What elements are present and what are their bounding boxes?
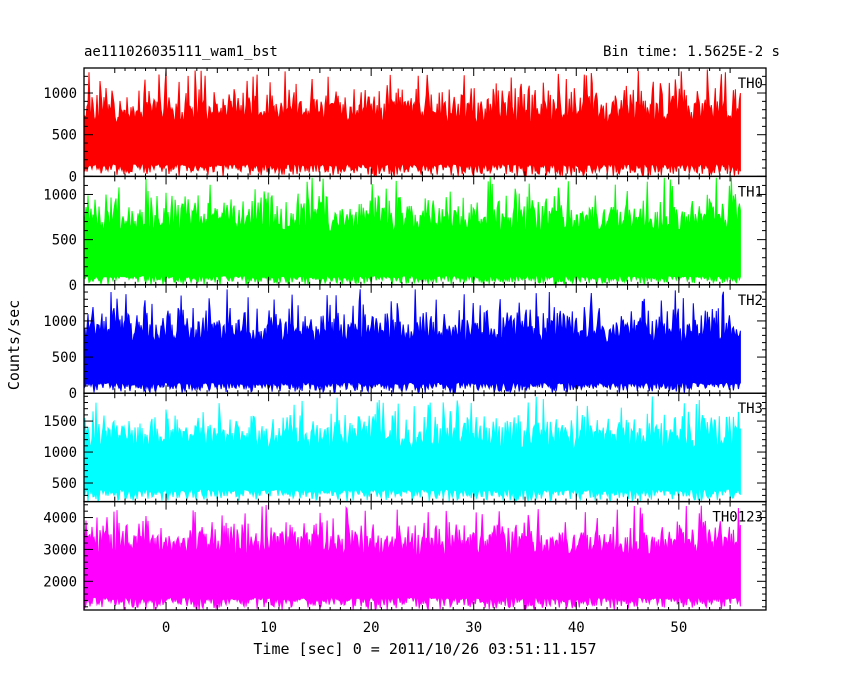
- x-tick-label: 50: [670, 620, 687, 636]
- x-tick-label: 40: [568, 620, 585, 636]
- panel-label-th2: TH2: [738, 293, 763, 309]
- y-tick-label: 500: [52, 128, 77, 144]
- y-tick-label: 500: [52, 233, 77, 249]
- y-tick-label: 500: [52, 476, 77, 492]
- x-tick-label: 30: [465, 620, 482, 636]
- y-tick-label: 1500: [43, 414, 77, 430]
- chart-title: ae111026035111_wam1_bst: [84, 44, 278, 60]
- series-th0: [84, 69, 741, 177]
- y-tick-label: 3000: [43, 542, 77, 558]
- y-tick-label: 1000: [43, 445, 77, 461]
- y-tick-label: 4000: [43, 511, 77, 527]
- y-tick-label: 1000: [43, 187, 77, 203]
- panel-label-th1: TH1: [738, 184, 763, 200]
- y-tick-label: 0: [69, 278, 77, 294]
- series-th0123: [84, 504, 741, 611]
- y-tick-label: 1000: [43, 86, 77, 102]
- series-th2: [84, 289, 741, 394]
- bin-time-label: Bin time: 1.5625E-2 s: [602, 44, 780, 60]
- x-tick-label: 20: [363, 620, 380, 636]
- y-tick-label: 500: [52, 350, 77, 366]
- panel-label-th0: TH0: [738, 76, 763, 92]
- panel-label-th3: TH3: [738, 401, 763, 417]
- y-axis-label: Counts/sec: [5, 300, 23, 390]
- x-tick-label: 10: [260, 620, 277, 636]
- series-th3: [84, 396, 741, 502]
- y-tick-label: 0: [69, 169, 77, 185]
- panel-label-th0123: TH0123: [712, 510, 763, 526]
- y-tick-label: 2000: [43, 574, 77, 590]
- series-th1: [84, 176, 741, 285]
- y-tick-label: 0: [69, 386, 77, 402]
- y-tick-label: 1000: [43, 314, 77, 330]
- x-axis-label: Time [sec] 0 = 2011/10/26 03:51:11.157: [253, 640, 596, 658]
- x-tick-label: 0: [162, 620, 170, 636]
